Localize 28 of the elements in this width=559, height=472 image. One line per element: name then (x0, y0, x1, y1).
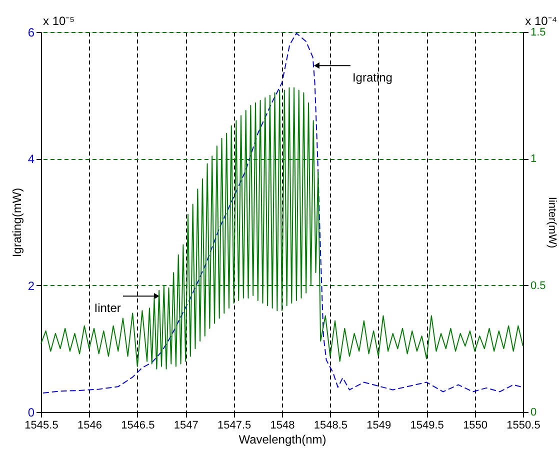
text: x 10⁻⁵ (43, 14, 75, 28)
y-tick-label: 0 (28, 406, 35, 420)
y-tick-label: 2 (28, 278, 35, 293)
x-tick-label: 1548.5 (314, 420, 348, 432)
y2-tick-label: 0.5 (530, 280, 546, 292)
y2-tick-label: 1.5 (530, 26, 546, 38)
x-tick-label: 1550.5 (506, 420, 540, 432)
x-tick-label: 1548 (270, 420, 295, 432)
x-tick-label: 1549 (366, 420, 392, 432)
annotation: Igrating (352, 70, 392, 85)
y-tick-label: 4 (28, 152, 35, 166)
x-tick-label: 1545.5 (24, 420, 58, 432)
x-tick-label: 1549.5 (410, 420, 444, 432)
x-tick-label: 1546.5 (121, 420, 155, 432)
y2-tick-label: 1 (530, 153, 537, 166)
x-tick-label: 1547.5 (217, 420, 252, 432)
annotation: Iinter (94, 301, 121, 316)
y-axis-title: Igrating(mW) (10, 188, 24, 258)
x-tick-label: 1547 (174, 420, 198, 432)
text: x 10⁻⁴ (525, 14, 557, 28)
line-series (40, 87, 524, 370)
x-axis-title: Wavelength(nm) (238, 432, 326, 446)
y2-axis-title: Iinter(mW) (546, 196, 558, 248)
x-tick-label: 1546 (77, 420, 102, 432)
line-series (42, 32, 524, 394)
y2-tick-label: 0 (530, 406, 537, 418)
x-tick-label: 1550 (463, 420, 488, 432)
y-tick-label: 6 (28, 26, 35, 40)
